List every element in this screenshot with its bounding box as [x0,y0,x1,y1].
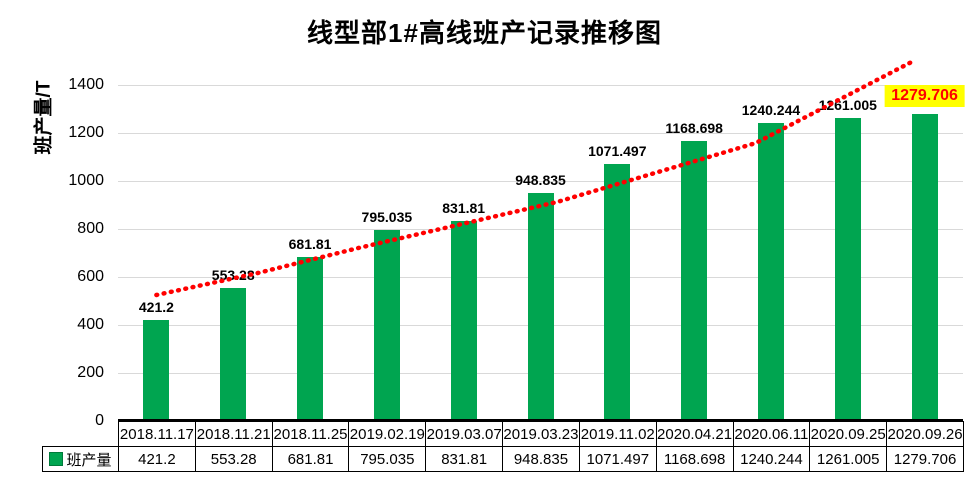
date-cell: 2019.03.07 [425,421,504,447]
date-cell: 2019.02.19 [348,421,427,447]
date-cell: 2018.11.17 [118,421,196,447]
data-label: 553.28 [211,267,255,284]
chart-title: 线型部1#高线班产记录推移图 [307,18,662,48]
date-cell: 2019.03.23 [502,421,580,447]
data-label: 831.81 [442,200,486,217]
bar [911,113,938,421]
value-cell: 421.2 [118,446,196,472]
data-label: 1168.698 [665,119,723,136]
value-cell: 1261.005 [809,446,888,472]
data-label: 421.2 [138,298,174,315]
bar [604,163,631,421]
bar [143,319,170,421]
value-cell: 553.28 [194,446,273,472]
y-tick-label: 400 [77,316,104,333]
bar [834,118,861,421]
y-axis-title: 班产量/T [33,80,55,155]
data-table: 2018.11.17 2018.11.21 2018.11.25 2019.02.19… [42,421,964,472]
bar [297,257,324,421]
data-label: 795.035 [361,209,413,226]
date-cell: 2018.11.21 [194,421,273,447]
value-cell: 948.835 [502,446,580,472]
date-row: 2018.11.17 2018.11.21 2018.11.25 2019.02.19… [43,421,964,447]
data-label-highlighted: 1279.706 [884,84,965,107]
value-row: 班产量 421.2 553.28 681.81 795.035 831.81 948.835… [42,446,964,472]
value-cell: 1279.706 [886,446,964,472]
value-cell: 1240.244 [732,446,811,472]
y-tick-label: 1000 [68,172,104,189]
bar [681,140,708,421]
y-tick-label: 0 [95,412,104,429]
value-cell: 1168.698 [655,446,734,472]
date-cell: 2019.11.02 [578,421,657,447]
bar [757,123,784,421]
bar [527,193,554,421]
bar [450,221,477,421]
gridline [118,85,963,86]
y-tick-label: 200 [77,364,104,381]
data-label: 948.835 [515,172,566,189]
value-cell: 795.035 [348,446,427,472]
table-spacer-cell [43,422,119,447]
x-axis-line [118,419,963,421]
value-cell: 681.81 [271,446,350,472]
data-label: 1240.244 [741,102,801,119]
data-label: 681.81 [288,236,332,253]
legend-label: 班产量 [66,451,112,469]
y-tick-label: 1400 [68,76,104,93]
date-cell: 2020.09.25 [809,421,888,447]
bar [220,288,247,421]
value-cell: 1071.497 [578,446,657,472]
date-cell: 2018.11.25 [271,421,350,447]
data-label: 1261.005 [818,97,877,114]
legend-key-icon [49,451,64,466]
date-cell: 2020.06.11 [732,421,811,447]
date-cell: 2020.04.21 [655,421,734,447]
y-tick-label: 800 [77,220,104,237]
y-tick-label: 600 [77,268,104,285]
value-cell: 831.81 [425,446,504,472]
y-tick-label: 1200 [68,124,104,141]
data-label: 1071.497 [588,142,647,159]
date-cell: 2020.09.26 [886,421,964,447]
legend-cell: 班产量 [42,446,119,472]
bar [373,230,400,421]
